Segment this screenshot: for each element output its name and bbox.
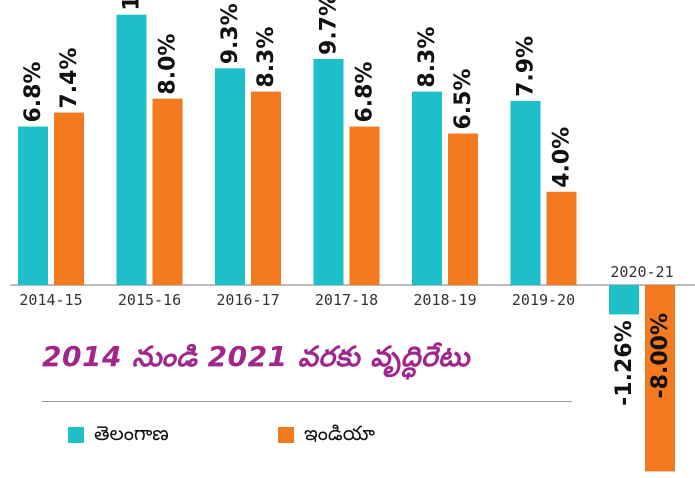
legend-label-india: ఇండియా: [304, 420, 375, 445]
bar-telangana: [510, 100, 541, 286]
value-label: 6.5%: [451, 69, 476, 130]
bar-india: [546, 191, 577, 285]
bars-group: 2014-15 6.8% 7.4% 2015-16 11.6% 8.0% 2016-17 9.…: [18, 0, 675, 472]
bar-telangana: [215, 68, 245, 285]
bar-telangana: [116, 14, 147, 285]
category-label: 2014-15: [19, 291, 82, 309]
value-label: 8.3%: [254, 27, 279, 88]
bar-telangana: [412, 91, 442, 285]
value-label: 9.3%: [218, 3, 243, 64]
bar-india: [448, 133, 478, 285]
legend-item-india: ఇండియా: [278, 420, 375, 450]
value-label: 9.7%: [317, 0, 342, 55]
value-label: 11.6%: [120, 0, 145, 11]
bar-india: [349, 126, 380, 285]
category-label: 2015-16: [118, 291, 181, 309]
value-label: 8.3%: [415, 27, 440, 88]
category-label: 2020-21: [610, 263, 673, 281]
legend-label-telangana: తెలంగాణ: [94, 420, 169, 445]
value-label: 7.9%: [514, 36, 539, 97]
category-label: 2018-19: [413, 291, 476, 309]
value-label: 6.8%: [21, 62, 46, 123]
title-divider: [42, 401, 572, 402]
category-label: 2019-20: [512, 291, 575, 309]
category-label: 2017-18: [315, 291, 378, 309]
bar-india: [54, 112, 84, 285]
value-label: 4.0%: [550, 127, 575, 188]
value-label: -8.00%: [648, 313, 673, 398]
category-label: 2016-17: [216, 291, 279, 309]
bar-india: [645, 285, 675, 472]
bar-telangana: [609, 285, 639, 315]
bar-india: [251, 91, 281, 285]
value-label: 8.0%: [156, 34, 181, 95]
legend-swatch-telangana: [68, 427, 84, 443]
chart-title: 2014 నుండి 2021 వరకు వృద్ధిరేటు: [42, 340, 470, 373]
value-label: 7.4%: [57, 48, 82, 109]
legend-item-telangana: తెలంగాణ: [68, 420, 169, 450]
bar-telangana: [313, 58, 344, 285]
bar-telangana: [18, 126, 48, 285]
value-label: -1.26%: [612, 320, 637, 405]
legend-swatch-india: [278, 427, 294, 443]
value-label: 6.8%: [353, 62, 378, 123]
bar-india: [152, 98, 183, 285]
